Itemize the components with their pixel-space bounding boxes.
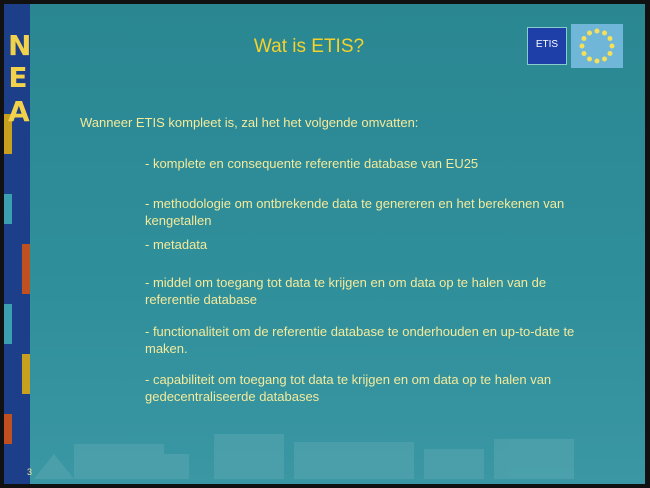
star: [610, 44, 615, 49]
star: [602, 56, 607, 61]
list-item: - capabiliteit om toegang tot data te kr…: [145, 371, 585, 405]
list-item: - komplete en consequente referentie dat…: [145, 155, 585, 172]
side-logo-letter: E: [8, 64, 28, 92]
logo-text: ETIS: [528, 39, 566, 50]
slide-title: Wat is ETIS?: [194, 36, 424, 58]
list-item: - methodologie om ontbrekende data te ge…: [145, 195, 585, 229]
eu-stars-logo: [571, 24, 623, 68]
background-vehicles: [34, 414, 594, 484]
side-logo-letter: A: [8, 98, 28, 126]
star: [582, 36, 587, 41]
slide: Wat is ETIS? ETIS Wanneer ETIS kompleet …: [0, 0, 650, 488]
intro-text: Wanneer ETIS kompleet is, zal het het vo…: [80, 115, 418, 130]
slide-body: Wat is ETIS? ETIS Wanneer ETIS kompleet …: [4, 4, 645, 484]
star: [595, 59, 600, 64]
star: [595, 29, 600, 34]
star: [587, 56, 592, 61]
star: [580, 44, 585, 49]
list-item: - metadata: [145, 236, 585, 253]
list-item: - middel om toegang tot data te krijgen …: [145, 274, 585, 308]
side-logo-letter: N: [8, 32, 28, 60]
star: [602, 31, 607, 36]
page-number: 3: [27, 467, 32, 477]
etis-logo: ETIS: [527, 27, 567, 65]
star: [607, 51, 612, 56]
star: [587, 31, 592, 36]
list-item: - functionaliteit om de referentie datab…: [145, 323, 585, 357]
star: [582, 51, 587, 56]
star: [607, 36, 612, 41]
